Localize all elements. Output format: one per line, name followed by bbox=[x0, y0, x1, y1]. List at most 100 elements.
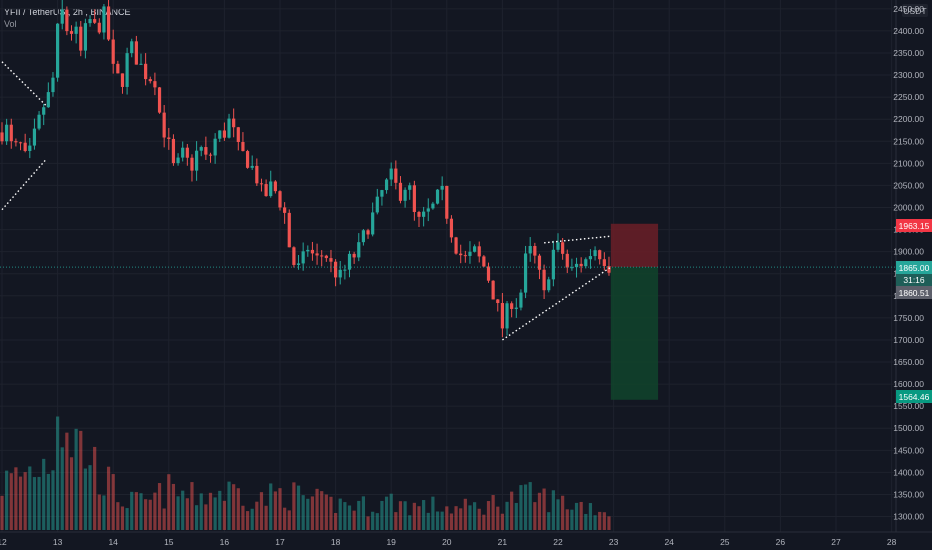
symbol-legend[interactable]: YFII / TetherUS , 2h , BINANCE bbox=[4, 7, 131, 17]
volume-bar bbox=[380, 500, 384, 530]
candle-body bbox=[227, 118, 231, 138]
price-tick-label: 1350.00 bbox=[893, 489, 924, 499]
candle-body bbox=[162, 112, 166, 138]
volume-bar bbox=[134, 492, 138, 530]
volume-bar bbox=[459, 508, 463, 530]
volume-bar bbox=[111, 474, 115, 530]
volume-bar bbox=[537, 492, 542, 530]
candle-body bbox=[283, 207, 287, 213]
candle-body bbox=[398, 182, 403, 201]
volume-bar bbox=[408, 515, 412, 530]
candle-body bbox=[264, 184, 268, 197]
volume-bar bbox=[102, 495, 106, 530]
candle-body bbox=[18, 142, 23, 144]
candle-body bbox=[306, 249, 310, 252]
volume-bar bbox=[570, 509, 574, 530]
left-line-upper-trendline bbox=[1, 61, 47, 107]
volume-bar bbox=[218, 490, 222, 530]
volume-bar bbox=[403, 501, 407, 530]
price-tick-label: 1650.00 bbox=[893, 357, 924, 367]
time-tick-label: 25 bbox=[720, 537, 730, 547]
candle-body bbox=[250, 165, 254, 168]
candle-body bbox=[570, 267, 574, 269]
volume-bar bbox=[440, 511, 444, 530]
volume-bar bbox=[65, 432, 69, 530]
volume-bar bbox=[287, 510, 291, 530]
volume-bar bbox=[116, 502, 120, 530]
candle-body bbox=[574, 263, 579, 268]
volume-legend[interactable]: Vol bbox=[4, 18, 130, 30]
candle-body bbox=[352, 253, 356, 258]
candle-body bbox=[486, 266, 491, 281]
volume-bar bbox=[324, 494, 328, 530]
candle-body bbox=[394, 168, 398, 183]
time-tick-label: 13 bbox=[53, 537, 63, 547]
volume-bar bbox=[422, 500, 426, 530]
price-tick-label: 1300.00 bbox=[893, 512, 924, 522]
candle-body bbox=[496, 299, 500, 304]
volume-bar bbox=[259, 492, 264, 530]
candle-body bbox=[269, 181, 273, 197]
volume-bar bbox=[236, 488, 240, 530]
volume-bar bbox=[431, 496, 435, 530]
time-axis[interactable]: 12 13 14 15 16 17 18 19 20 21 22 23 24 25 26 27 28 bbox=[0, 531, 932, 550]
candle-body bbox=[199, 147, 203, 151]
volume-bar bbox=[519, 485, 523, 530]
candlesticks bbox=[0, 0, 611, 338]
candle-body bbox=[561, 242, 565, 254]
volume-bar bbox=[227, 481, 231, 530]
candle-body bbox=[111, 39, 115, 64]
volume-bar bbox=[602, 512, 606, 530]
candle-body bbox=[449, 218, 454, 238]
candle-body bbox=[185, 147, 189, 158]
candle-body bbox=[0, 132, 4, 142]
triangle-top-trendline bbox=[544, 235, 611, 244]
volume-bar bbox=[208, 492, 213, 530]
volume-bar bbox=[296, 485, 301, 530]
entry-price-tag: 1860.51 bbox=[899, 288, 930, 298]
volume-bar bbox=[88, 465, 92, 530]
price-tick-label: 2200.00 bbox=[893, 114, 924, 124]
candle-body bbox=[273, 181, 277, 192]
candle-body bbox=[144, 63, 148, 80]
candle-body bbox=[482, 256, 486, 267]
candle-body bbox=[46, 92, 50, 108]
volume-bar bbox=[579, 501, 583, 530]
candle-body bbox=[343, 269, 347, 271]
volume-bar bbox=[426, 512, 430, 530]
time-tick-label: 19 bbox=[386, 537, 396, 547]
volume-bar bbox=[528, 482, 532, 530]
volume-bar bbox=[343, 502, 347, 530]
volume-bar bbox=[361, 496, 365, 530]
candle-body bbox=[417, 211, 421, 217]
position-zones[interactable] bbox=[610, 223, 659, 400]
volume-bar bbox=[366, 516, 370, 530]
price-tick-label: 1750.00 bbox=[893, 313, 924, 323]
volume-bar bbox=[496, 506, 500, 530]
volume-bar bbox=[607, 516, 611, 530]
candle-body bbox=[51, 77, 55, 93]
candle-body bbox=[292, 247, 296, 265]
volume-bar bbox=[0, 495, 4, 530]
candle-body bbox=[473, 246, 477, 252]
candle-body bbox=[422, 211, 426, 217]
candle-body bbox=[208, 154, 213, 156]
candle-body bbox=[287, 212, 291, 248]
price-tick-label: 1500.00 bbox=[893, 423, 924, 433]
trendlines[interactable] bbox=[1, 61, 612, 341]
candle-body bbox=[463, 255, 467, 257]
volume-bar bbox=[533, 502, 537, 530]
volume-bar bbox=[310, 496, 315, 530]
candle-body bbox=[241, 142, 245, 152]
price-tick-label: 2400.00 bbox=[893, 26, 924, 36]
volume-bar bbox=[598, 511, 602, 530]
triangle-bottom-trendline bbox=[502, 266, 612, 341]
volume-bar bbox=[37, 476, 41, 530]
candle-body bbox=[153, 81, 157, 88]
volume-bar bbox=[435, 511, 440, 530]
price-tick-label: 1900.00 bbox=[893, 247, 924, 257]
candle-body bbox=[65, 9, 69, 32]
volume-bar bbox=[477, 508, 481, 530]
price-tick-label: 2000.00 bbox=[893, 203, 924, 213]
